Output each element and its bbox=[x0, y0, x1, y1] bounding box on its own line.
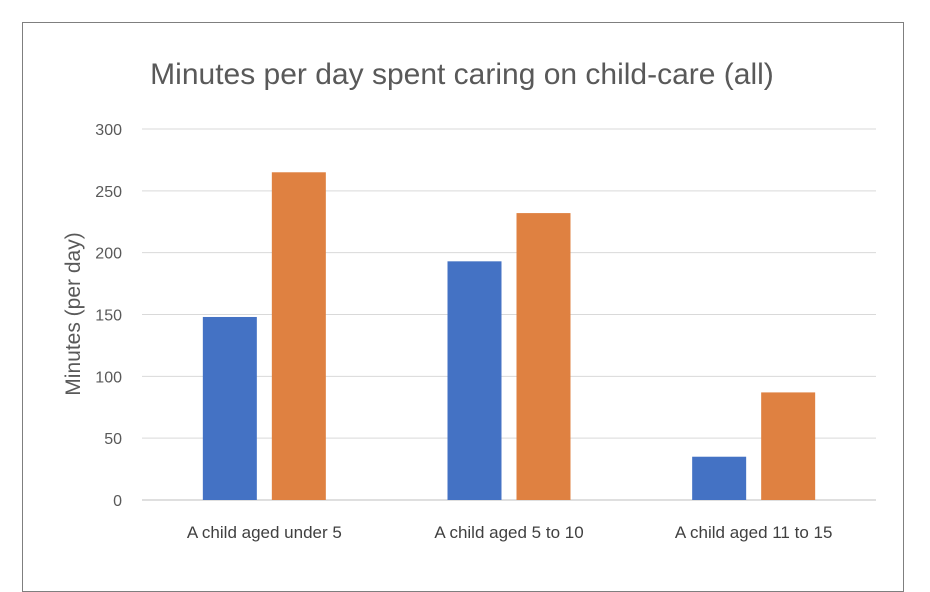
x-tick-label: A child aged 11 to 15 bbox=[675, 523, 833, 542]
x-tick-label: A child aged 5 to 10 bbox=[434, 523, 583, 542]
y-tick-label: 150 bbox=[95, 308, 122, 325]
y-axis-label: Minutes (per day) bbox=[62, 232, 85, 395]
x-tick-label: A child aged under 5 bbox=[187, 523, 342, 542]
bar-2-3 bbox=[761, 392, 816, 500]
y-tick-label: 250 bbox=[95, 184, 122, 201]
y-tick-label: 100 bbox=[95, 369, 122, 386]
y-tick-label: 0 bbox=[113, 493, 122, 510]
y-tick-label: 50 bbox=[104, 431, 122, 448]
bar-1-1 bbox=[202, 316, 257, 500]
y-tick-label: 200 bbox=[95, 246, 122, 263]
gridlines bbox=[142, 128, 876, 501]
y-tick-labels: 0 50 100 150 200 250 300 bbox=[95, 122, 122, 510]
x-tick-labels: A child aged under 5 A child aged 5 to 10… bbox=[187, 523, 833, 542]
bar-2-2 bbox=[516, 213, 571, 501]
bar-1-3 bbox=[692, 456, 747, 500]
bar-chart: Minutes per day spent caring on child-ca… bbox=[62, 58, 876, 542]
bar-1-2 bbox=[447, 261, 502, 500]
chart-title: Minutes per day spent caring on child-ca… bbox=[150, 58, 774, 91]
bars bbox=[202, 172, 816, 501]
y-tick-label: 300 bbox=[95, 122, 122, 139]
bar-2-1 bbox=[271, 172, 326, 501]
